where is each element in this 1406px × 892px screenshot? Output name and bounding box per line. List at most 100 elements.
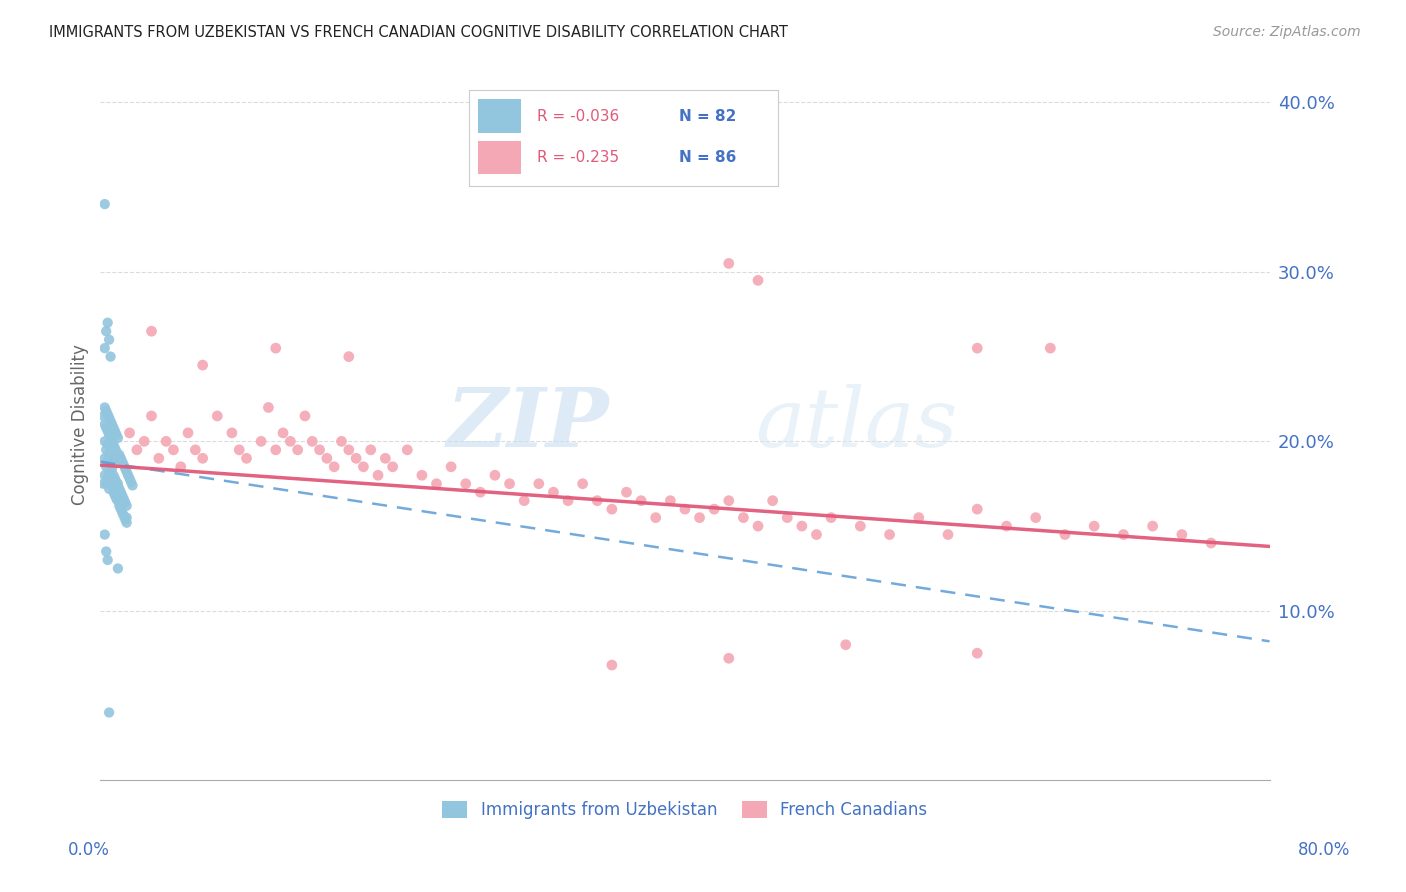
Point: [98, 427, 121, 442]
Point: [367, 468, 389, 483]
Text: Source: ZipAtlas.com: Source: ZipAtlas.com: [1213, 25, 1361, 39]
Point: [108, 448, 131, 462]
Point: [125, 442, 148, 457]
Point: [103, 438, 125, 452]
Point: [111, 455, 134, 469]
Point: [155, 434, 177, 449]
Point: [97, 316, 120, 330]
Point: [93, 468, 115, 483]
Point: [966, 646, 988, 660]
Point: [97, 407, 120, 421]
Point: [101, 444, 124, 458]
Point: [110, 485, 132, 500]
Point: [1053, 527, 1076, 541]
Point: [411, 468, 433, 483]
Point: [110, 451, 132, 466]
Point: [104, 455, 127, 469]
Point: [98, 410, 121, 425]
Point: [100, 458, 122, 472]
Point: [104, 424, 127, 438]
Point: [111, 506, 134, 520]
Point: [308, 442, 330, 457]
Point: [396, 442, 419, 457]
Point: [337, 350, 360, 364]
Point: [121, 478, 143, 492]
Point: [103, 421, 125, 435]
Point: [776, 510, 799, 524]
Point: [114, 461, 136, 475]
Point: [301, 434, 323, 449]
Point: [1039, 341, 1062, 355]
Point: [120, 475, 142, 489]
Point: [115, 465, 138, 479]
Point: [527, 476, 550, 491]
Point: [91, 476, 114, 491]
Point: [112, 458, 135, 472]
Point: [644, 510, 666, 524]
Point: [97, 424, 120, 438]
Point: [111, 489, 134, 503]
Point: [93, 401, 115, 415]
Point: [96, 404, 118, 418]
Point: [96, 324, 118, 338]
Point: [105, 475, 128, 489]
Point: [470, 485, 492, 500]
Point: [440, 459, 463, 474]
Point: [747, 519, 769, 533]
Point: [114, 495, 136, 509]
Point: [966, 341, 988, 355]
Point: [103, 468, 125, 483]
Point: [170, 459, 193, 474]
Point: [115, 516, 138, 530]
Point: [104, 472, 127, 486]
Point: [835, 638, 858, 652]
Text: 80.0%: 80.0%: [1298, 840, 1351, 858]
Point: [118, 425, 141, 440]
Point: [96, 476, 118, 491]
Point: [498, 476, 520, 491]
Point: [616, 485, 638, 500]
Point: [96, 459, 118, 474]
Point: [717, 256, 740, 270]
Point: [381, 459, 404, 474]
Point: [97, 455, 120, 469]
Point: [93, 417, 115, 432]
Point: [96, 442, 118, 457]
Point: [112, 508, 135, 523]
Point: [235, 451, 257, 466]
Point: [966, 502, 988, 516]
Point: [264, 341, 287, 355]
Point: [105, 491, 128, 506]
Point: [207, 409, 229, 423]
Point: [257, 401, 280, 415]
Point: [162, 442, 184, 457]
Point: [287, 442, 309, 457]
Point: [115, 499, 138, 513]
Point: [221, 425, 243, 440]
Point: [747, 273, 769, 287]
Point: [98, 465, 121, 479]
Point: [93, 527, 115, 541]
Point: [101, 434, 124, 449]
Point: [228, 442, 250, 457]
Point: [100, 414, 122, 428]
Point: [93, 434, 115, 449]
Point: [97, 438, 120, 452]
Point: [659, 493, 682, 508]
Point: [820, 510, 842, 524]
Point: [271, 425, 294, 440]
Point: [717, 651, 740, 665]
Point: [352, 459, 374, 474]
Point: [98, 706, 121, 720]
Point: [1171, 527, 1194, 541]
Point: [104, 451, 127, 466]
Point: [425, 476, 447, 491]
Point: [879, 527, 901, 541]
Point: [108, 499, 131, 513]
Point: [936, 527, 959, 541]
Point: [105, 444, 128, 458]
Point: [733, 510, 755, 524]
Point: [1199, 536, 1222, 550]
Point: [600, 502, 623, 516]
Text: 0.0%: 0.0%: [67, 840, 110, 858]
